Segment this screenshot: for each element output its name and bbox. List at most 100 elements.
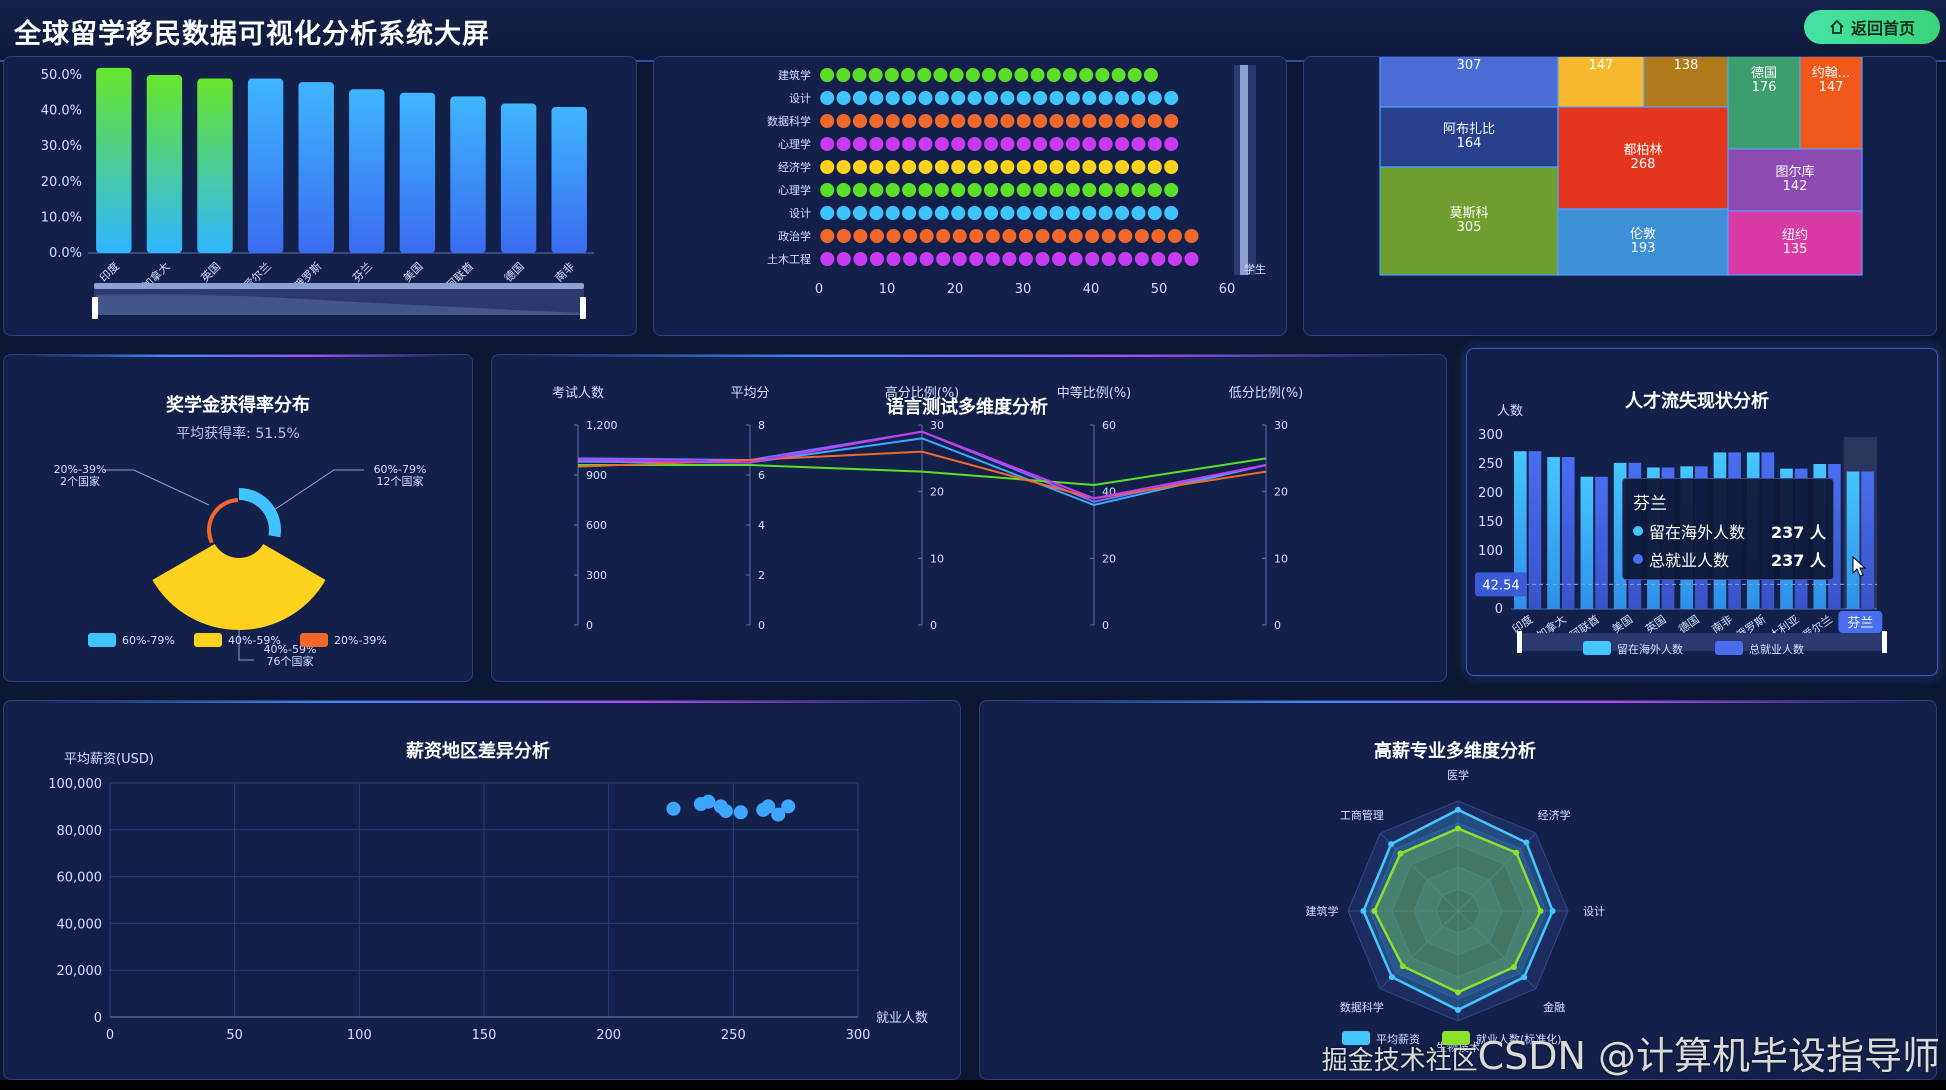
legend-swatch [1715,641,1743,655]
bar [247,78,284,253]
axis-tick-label: 10 [1274,552,1288,565]
data-dot [1033,91,1048,105]
axis-tick-label: 30 [1274,419,1288,432]
data-dot [884,68,899,82]
data-dot [1147,91,1162,105]
bar [450,96,486,253]
data-dot [984,114,999,128]
treemap-cell-name: 图尔库 [1775,164,1814,180]
data-dot [820,206,835,220]
data-dot [984,160,999,174]
data-dot [1049,206,1064,220]
zoom-handle-right [580,297,586,319]
slice-sublabel: 2个国家 [60,474,100,488]
city-treemap-panel: 307 147 138 德国 176 约翰... 147 阿布扎比 164 都柏林 268 图尔库 14… [1303,56,1937,336]
home-icon [1830,19,1844,34]
y-tick-label: 80,000 [57,824,103,839]
x-tick-label: 英国 [198,259,223,284]
y-tick-label: 经济学 [778,160,811,174]
data-dot [869,252,884,266]
data-dot [852,183,867,197]
scatter-point [761,799,776,814]
data-dot [934,114,949,128]
data-dot [1035,252,1050,266]
y-axis-label: 人数 [1497,404,1523,419]
radar-indicator-label: 数据科学 [1340,1000,1384,1014]
data-dot [1164,114,1179,128]
bar [349,89,385,253]
x-tick-label: 印度 [96,259,121,284]
y-tick-label: 100 [1478,544,1503,559]
x-tick-label: 40 [1083,282,1100,297]
data-dot [820,114,835,128]
slice-sublabel: 76个国家 [267,654,314,668]
data-dot [918,183,933,197]
x-tick-label: 德国 [501,259,526,284]
data-dot [1033,206,1048,220]
radar-spoke [1457,832,1537,912]
treemap-cell-value: 138 [1674,58,1699,73]
data-dot [902,206,917,220]
data-dot [1118,252,1133,266]
data-dot [918,206,933,220]
data-dot [934,137,949,151]
y-tick-label: 40,000 [57,917,103,932]
data-dot [985,252,1000,266]
data-dot [984,183,999,197]
data-dot [1131,160,1146,174]
data-dot [836,252,851,266]
treemap-cell-value: 268 [1631,157,1656,172]
data-dot [1098,91,1113,105]
y-tick-label: 60,000 [57,871,103,886]
legend-swatch [300,633,328,647]
axis-tick-label: 60 [1102,419,1116,432]
x-tick-label: 20 [947,282,964,297]
data-dot [902,160,917,174]
y-tick-label: 20.0% [41,175,82,190]
y-tick-label: 10.0% [41,210,82,225]
data-dot [967,206,982,220]
treemap-cell-value: 147 [1589,58,1614,73]
bar [197,78,233,253]
treemap-cell-value: 135 [1783,242,1808,257]
data-dot [1184,229,1199,243]
data-dot [836,68,851,82]
data-dot [1062,68,1077,82]
legend-label: 20%-39% [334,634,387,647]
home-button[interactable]: 返回首页 [1804,10,1940,44]
radar-point [1455,989,1461,996]
treemap-cell-value: 193 [1631,241,1656,256]
radar-point [1511,964,1518,971]
treemap-cell-name: 纽约 [1782,228,1808,243]
axis-tick-label: 1,200 [586,419,618,432]
data-dot [967,91,982,105]
data-dot [933,68,948,82]
data-dot [820,68,835,82]
data-dot [1082,183,1097,197]
data-dot [1115,114,1130,128]
data-dot [1030,68,1045,82]
scatter-point [666,801,681,816]
zoom-handle-right [1882,631,1887,653]
zoom-handle-left [1517,631,1522,653]
data-dot [1016,137,1031,151]
data-dot [901,68,916,82]
data-dot [1033,114,1048,128]
bar [1595,476,1608,609]
tooltip-row: 留在海外人数 237 人 [1633,519,1826,543]
data-dot [886,229,901,243]
tooltip-dot [1633,554,1643,564]
bar [1514,451,1527,609]
scatter-point [701,794,716,809]
data-dot [852,91,867,105]
zoom-handle-left [92,297,98,319]
tooltip-label: 总就业人数 [1649,551,1730,570]
legend-label: 60%-79% [122,634,175,647]
zoom-slider-bar [1240,65,1248,275]
x-tick-label: 0 [106,1028,114,1043]
legend-label: 40%-59% [228,634,281,647]
panel-accent [1000,701,1916,703]
bar [1547,457,1560,609]
data-dot [967,114,982,128]
